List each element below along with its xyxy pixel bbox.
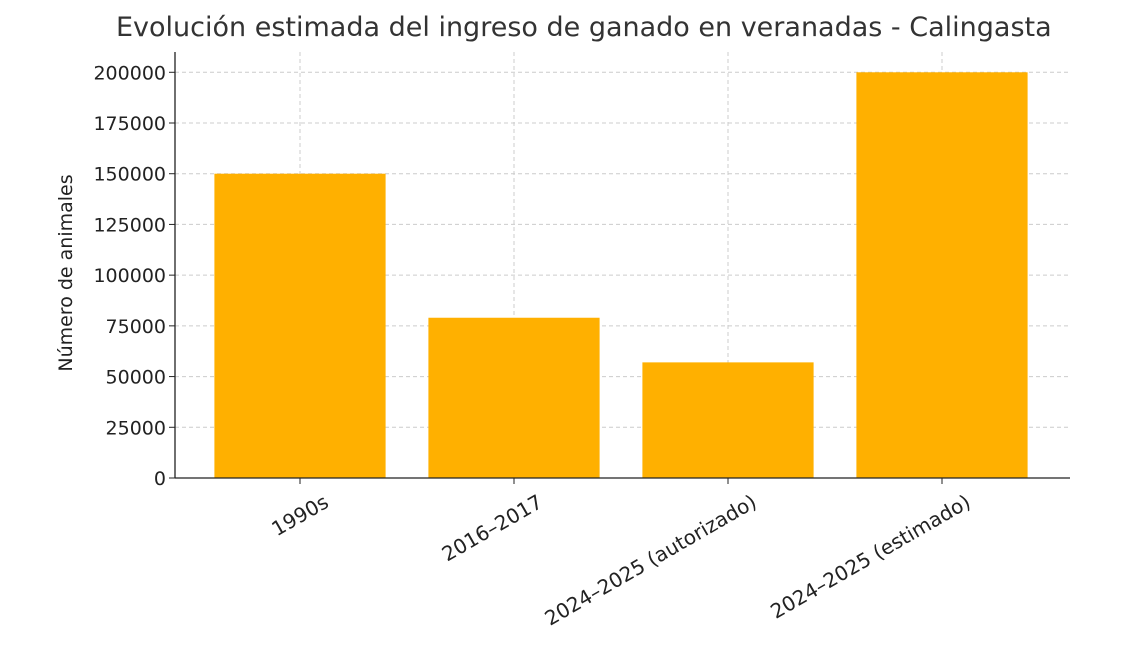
y-tick-label: 100000 <box>93 265 166 287</box>
bar-2 <box>642 362 814 478</box>
bar-3 <box>856 72 1028 479</box>
y-axis-label: Número de animales <box>55 174 77 371</box>
x-tick-label: 2024–2025 (autorizado) <box>540 490 760 631</box>
y-tick-label: 200000 <box>93 62 166 84</box>
x-tick-label: 1990s <box>267 490 332 541</box>
y-tick-label: 50000 <box>106 367 166 389</box>
bar-0 <box>214 173 386 478</box>
x-tick-label: 2024–2025 (estimado) <box>766 490 974 624</box>
y-tick-label: 75000 <box>106 316 166 338</box>
y-tick-label: 25000 <box>106 417 166 439</box>
y-tick-label: 175000 <box>93 113 166 135</box>
bar-1 <box>428 317 600 478</box>
y-tick-label: 0 <box>154 468 166 490</box>
y-tick-label: 125000 <box>93 214 166 236</box>
y-tick-label: 150000 <box>93 164 166 186</box>
chart-title: Evolución estimada del ingreso de ganado… <box>116 12 1052 43</box>
x-tick-label: 2016–2017 <box>438 490 547 567</box>
